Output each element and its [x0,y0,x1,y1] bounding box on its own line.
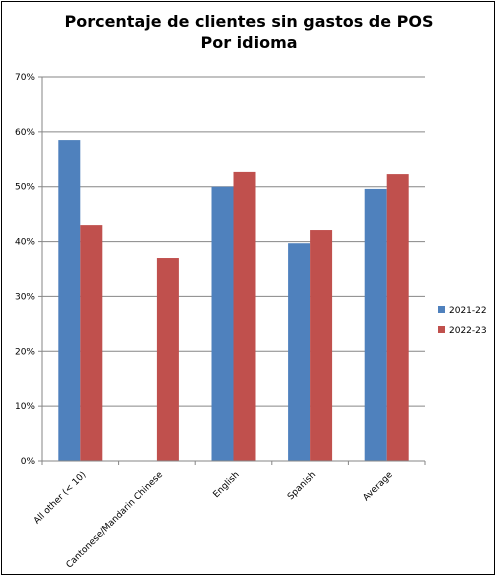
bar-2022-23-4 [386,174,409,461]
chart-title-line1: Porcentaje de clientes sin gastos de POS [64,12,434,31]
y-axis-tick-labels: 0% 10% 20% 30% 40% 50% 60% 70% [15,73,35,467]
legend-label: 2021-22 [449,306,487,316]
bar-2022-23-0 [80,225,103,461]
x-axis-tick-labels: All other (< 10)Cantonese/Mandarin Chine… [32,470,395,571]
bar-2022-23-3 [310,230,333,461]
chart-title: Porcentaje de clientes sin gastos de POS… [0,11,498,53]
y-tick-label: 0% [21,457,36,467]
bar-2021-22-2 [211,186,234,461]
bar-2021-22-0 [58,140,81,462]
y-tick-label: 10% [15,402,35,412]
legend-label: 2022-23 [449,326,487,336]
legend-swatch [438,306,445,313]
x-tick-label: Spanish [286,470,318,502]
y-tick-label: 30% [15,292,35,302]
bar-2021-22-3 [288,243,311,461]
bars [58,140,409,462]
legend: 2021-22 2022-23 [438,306,487,336]
axes [41,77,426,465]
x-tick-label: Average [362,470,396,504]
bar-2021-22-4 [364,188,387,461]
y-tick-label: 70% [15,73,35,83]
y-tick-label: 20% [15,347,35,357]
y-tick-label: 60% [15,128,35,138]
y-tick-label: 50% [15,183,35,193]
y-tick-label: 40% [15,238,35,248]
x-tick-label: All other (< 10) [32,470,88,526]
chart-title-line2: Por idioma [200,33,298,52]
x-tick-label: English [212,470,242,500]
legend-swatch [438,326,445,333]
bar-2022-23-1 [156,258,179,461]
bar-2022-23-2 [233,171,256,461]
